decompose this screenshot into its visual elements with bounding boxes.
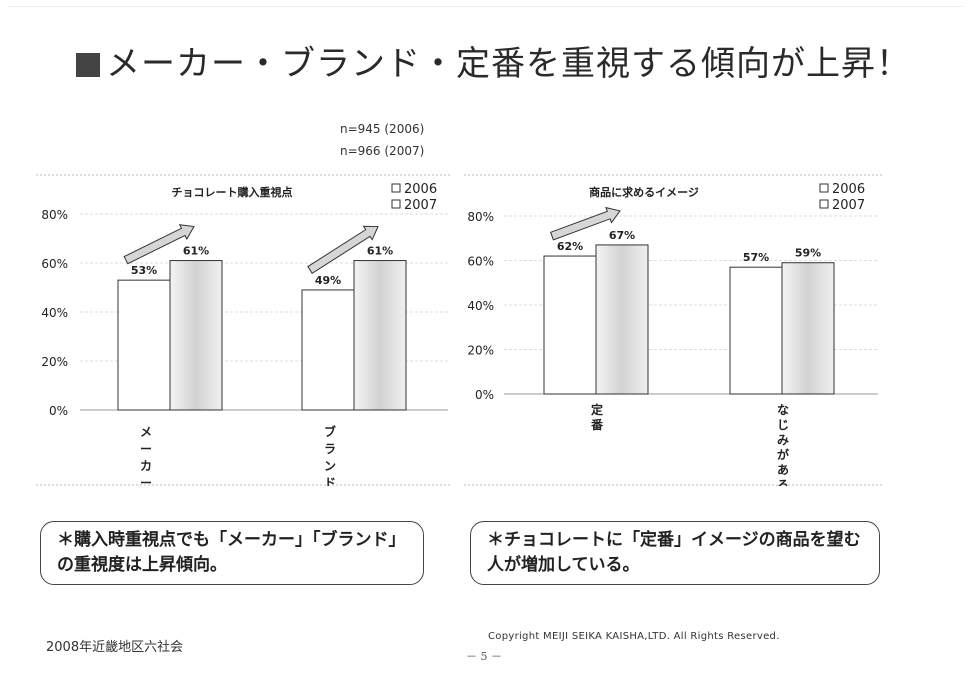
category-label-char: ン [324, 459, 336, 473]
title-bullet-square [76, 53, 100, 77]
increase-arrow-メーカー [123, 224, 195, 265]
legend-label-2006: 2006 [832, 182, 865, 197]
data-label-なじみがある-2007: 59% [795, 247, 821, 260]
page-title: メーカー・ブランド・定番を重視する傾向が上昇！ [76, 36, 911, 85]
note-purchase-priority-text: ＊購入時重視点でも「メーカー」「ブランド」の重視度は上昇傾向。 [57, 530, 406, 575]
y-tick-label: 80% [41, 208, 68, 222]
bar-定番-2007 [595, 244, 649, 395]
sample-size-2007: n=966 (2007) [340, 144, 425, 158]
category-label-char: 定 [591, 402, 603, 417]
category-label-char: み [777, 433, 789, 447]
note-purchase-priority: ＊購入時重視点でも「メーカー」「ブランド」の重視度は上昇傾向。 [40, 521, 424, 585]
category-label-char: メ [140, 425, 152, 439]
category-label-char: ー [140, 442, 152, 456]
chart-title: チョコレート購入重視点 [172, 185, 293, 199]
category-label-char: が [777, 447, 789, 462]
bar-ブランド-2006 [301, 289, 355, 411]
category-label-char: ブ [324, 424, 336, 439]
increase-arrow-ブランド [307, 225, 379, 275]
y-tick-label: 40% [41, 306, 68, 320]
legend-label-2006: 2006 [404, 182, 437, 197]
footer-copyright: Copyright MEIJI SEIKA KAISHA,LTD. All Ri… [488, 631, 780, 642]
data-label-ブランド-2006: 49% [315, 274, 341, 287]
bar-メーカー-2007 [169, 260, 223, 411]
increase-arrow-shape [549, 206, 621, 241]
legend-swatch-2007 [391, 199, 401, 209]
category-label-char: な [777, 403, 789, 417]
data-label-定番-2006: 62% [557, 240, 583, 253]
bar-なじみがある-2007 [781, 262, 835, 395]
footer-page-number: － 5 － [466, 650, 502, 663]
data-label-定番-2007: 67% [609, 229, 635, 242]
legend-swatch-2006 [819, 183, 829, 193]
y-tick-label: 60% [467, 255, 494, 269]
category-label-char: ド [324, 476, 336, 486]
page-title-text: メーカー・ブランド・定番を重視する傾向が上昇！ [106, 44, 911, 84]
category-label-char: じ [777, 418, 789, 432]
increase-arrow-shape [307, 225, 379, 275]
category-label-char: ー [140, 476, 152, 486]
category-label-char: る [777, 478, 789, 486]
bar-なじみがある-2006 [729, 266, 783, 395]
category-label-char: ラ [324, 442, 336, 456]
category-label-char: カ [140, 459, 152, 473]
increase-arrow-shape [123, 224, 195, 265]
y-tick-label: 60% [41, 257, 68, 271]
y-tick-label: 0% [49, 404, 68, 418]
note-desired-image-text: ＊チョコレートに「定番」イメージの商品を望む人が増加している。 [487, 530, 861, 575]
data-label-ブランド-2007: 61% [367, 245, 393, 258]
legend-swatch-2007 [819, 199, 829, 209]
data-label-メーカー-2007: 61% [183, 245, 209, 258]
y-tick-label: 80% [467, 210, 494, 224]
category-label-char: 番 [590, 417, 604, 432]
y-tick-label: 20% [41, 355, 68, 369]
legend-swatch-2006 [391, 183, 401, 193]
legend-label-2007: 2007 [832, 198, 865, 213]
data-label-メーカー-2006: 53% [131, 264, 157, 277]
y-tick-label: 0% [475, 388, 494, 402]
bar-ブランド-2007 [353, 260, 407, 411]
footer-organization: 2008年近畿地区六社会 [46, 640, 184, 655]
data-label-なじみがある-2006: 57% [743, 251, 769, 264]
y-tick-label: 40% [467, 299, 494, 313]
page-frame [8, 6, 964, 685]
bar-メーカー-2006 [117, 279, 171, 411]
legend-label-2007: 2007 [404, 198, 437, 213]
bar-定番-2006 [543, 255, 597, 395]
category-label-char: あ [777, 463, 789, 477]
note-desired-image: ＊チョコレートに「定番」イメージの商品を望む人が増加している。 [470, 521, 880, 585]
y-tick-label: 20% [467, 344, 494, 358]
increase-arrow-定番 [549, 206, 621, 241]
sample-size-2006: n=945 (2006) [340, 122, 425, 136]
chart-title: 商品に求めるイメージ [589, 185, 699, 199]
